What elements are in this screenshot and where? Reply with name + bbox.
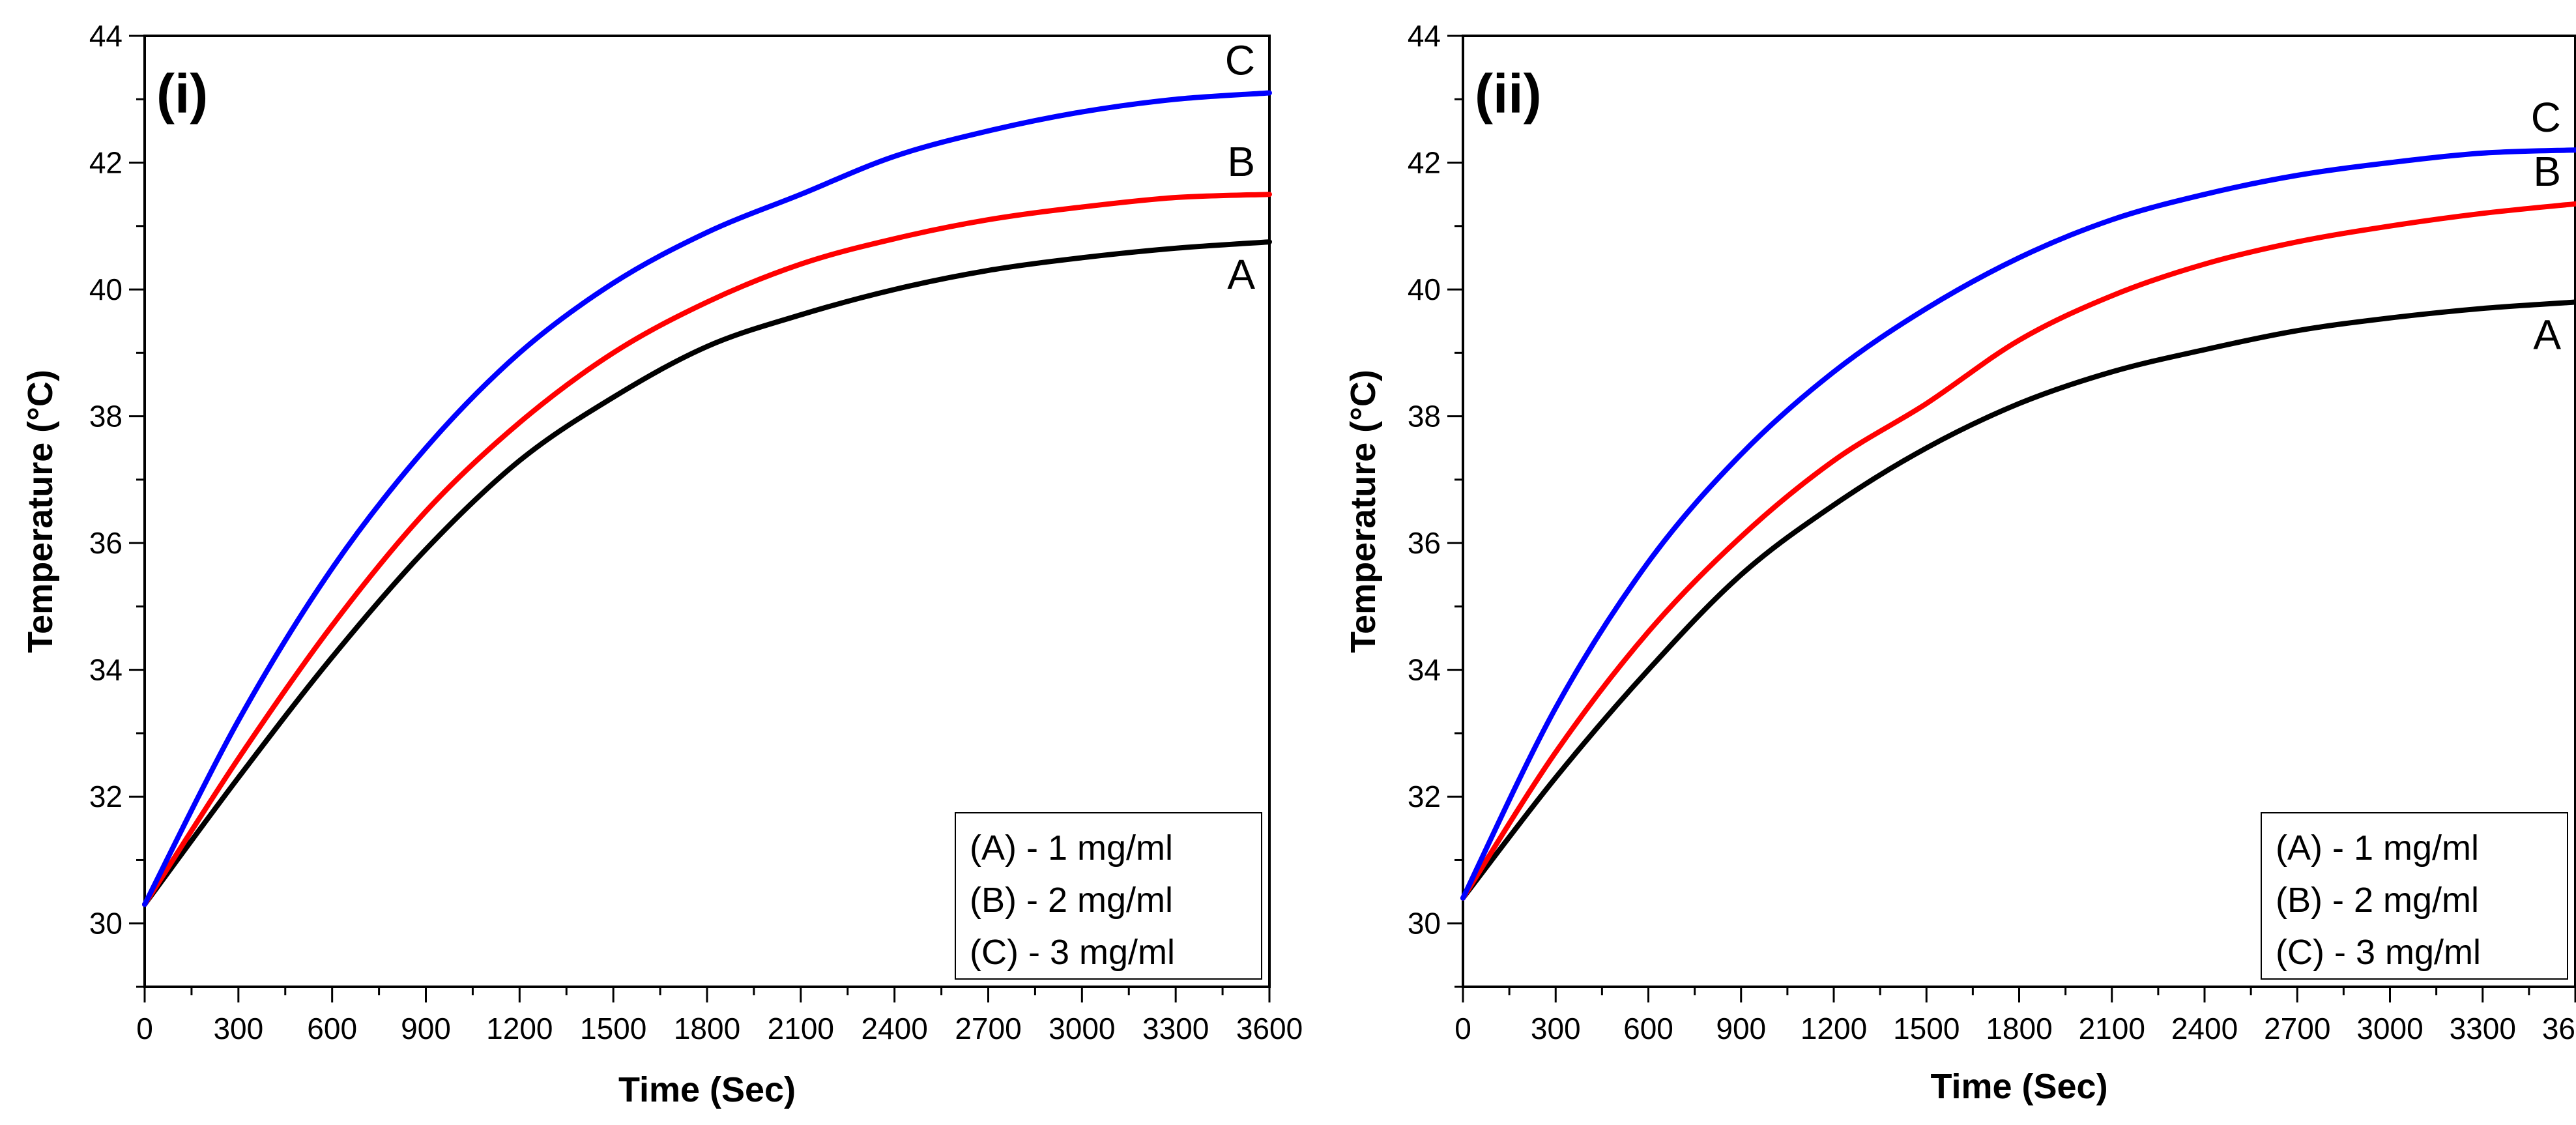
x-axis-title: Time (Sec) [618, 1070, 796, 1109]
series-line-B [1460, 201, 2576, 901]
x-tick-label: 2400 [2171, 1012, 2238, 1045]
panel-label: (ii) [1475, 63, 1542, 124]
x-tick-label: 600 [307, 1012, 357, 1045]
y-tick-label: 30 [89, 907, 123, 941]
x-tick-label: 300 [1531, 1012, 1581, 1045]
series-line-A [1460, 299, 2576, 901]
series-line-A [142, 239, 1272, 907]
legend-box [2261, 812, 2568, 980]
x-tick-label: 2400 [861, 1012, 927, 1045]
series-end-label: B [2533, 148, 2561, 195]
x-tick-label: 2700 [955, 1012, 1021, 1045]
y-tick-label: 40 [1408, 272, 1441, 306]
x-tick-label: 2700 [2264, 1012, 2330, 1045]
panel-label: (i) [156, 63, 208, 124]
series-end-label: A [1227, 251, 1255, 298]
y-tick-label: 32 [1408, 780, 1441, 813]
x-tick-label: 2100 [2079, 1012, 2145, 1045]
x-tick-label: 1800 [674, 1012, 740, 1045]
x-tick-label: 3000 [2356, 1012, 2423, 1045]
series-end-label: B [1227, 138, 1255, 185]
series-end-label: A [2533, 312, 2561, 358]
series-line-B [142, 192, 1272, 907]
x-tick-label: 3600 [2542, 1012, 2576, 1045]
x-tick-label: 1200 [486, 1012, 553, 1045]
legend-box [955, 812, 1262, 980]
x-tick-label: 3300 [2450, 1012, 2516, 1045]
x-tick-label: 1800 [1986, 1012, 2052, 1045]
legend-entry: (C) - 3 mg/ml [2276, 933, 2481, 972]
y-tick-label: 34 [1408, 653, 1441, 687]
x-tick-label: 2100 [768, 1012, 834, 1045]
legend-entry: (C) - 3 mg/ml [970, 933, 1175, 972]
x-tick-label: 3300 [1142, 1012, 1209, 1045]
y-tick-label: 44 [1408, 19, 1441, 53]
legend-entry: (B) - 2 mg/ml [2276, 881, 2479, 920]
y-tick-label: 38 [1408, 400, 1441, 433]
y-axis-title: Temperature (°C) [21, 370, 60, 653]
x-tick-label: 1500 [580, 1012, 646, 1045]
legend-entry: (B) - 2 mg/ml [970, 881, 1173, 920]
y-tick-label: 36 [89, 526, 123, 560]
legend-entry: (A) - 1 mg/ml [970, 828, 1173, 868]
x-tick-label: 900 [401, 1012, 451, 1045]
y-axis-title: Temperature (°C) [1344, 370, 1383, 653]
y-tick-label: 32 [89, 780, 123, 813]
y-tick-label: 38 [89, 400, 123, 433]
y-tick-label: 42 [1408, 146, 1441, 180]
y-tick-label: 34 [89, 653, 123, 687]
chart-panel-ii: 0 300 600 900 1200 1500 1800 2100 2400 2700 3000 33… [1344, 19, 2576, 1106]
series-line-C [142, 90, 1272, 907]
x-tick-label: 3000 [1049, 1012, 1115, 1045]
x-tick-label: 1200 [1801, 1012, 1867, 1045]
series-end-label: C [1225, 37, 1255, 84]
series-end-label: C [2531, 94, 2561, 141]
x-tick-label: 3600 [1236, 1012, 1303, 1045]
y-tick-label: 36 [1408, 526, 1441, 560]
x-tick-label: 0 [136, 1012, 153, 1045]
y-tick-label: 40 [89, 272, 123, 306]
x-tick-label: 900 [1716, 1012, 1766, 1045]
x-axis-title: Time (Sec) [1930, 1067, 2107, 1106]
x-tick-label: 600 [1623, 1012, 1673, 1045]
y-tick-label: 44 [89, 19, 123, 53]
y-tick-label: 42 [89, 146, 123, 180]
y-tick-label: 30 [1408, 907, 1441, 941]
x-tick-label: 0 [1454, 1012, 1471, 1045]
x-tick-label: 1500 [1893, 1012, 1960, 1045]
series-line-C [1460, 147, 2576, 901]
chart-panel-i: 0 300 600 900 1200 1500 1800 2100 2400 2700 3000 33… [21, 19, 1303, 1109]
x-tick-label: 300 [213, 1012, 263, 1045]
legend-entry: (A) - 1 mg/ml [2276, 828, 2479, 868]
